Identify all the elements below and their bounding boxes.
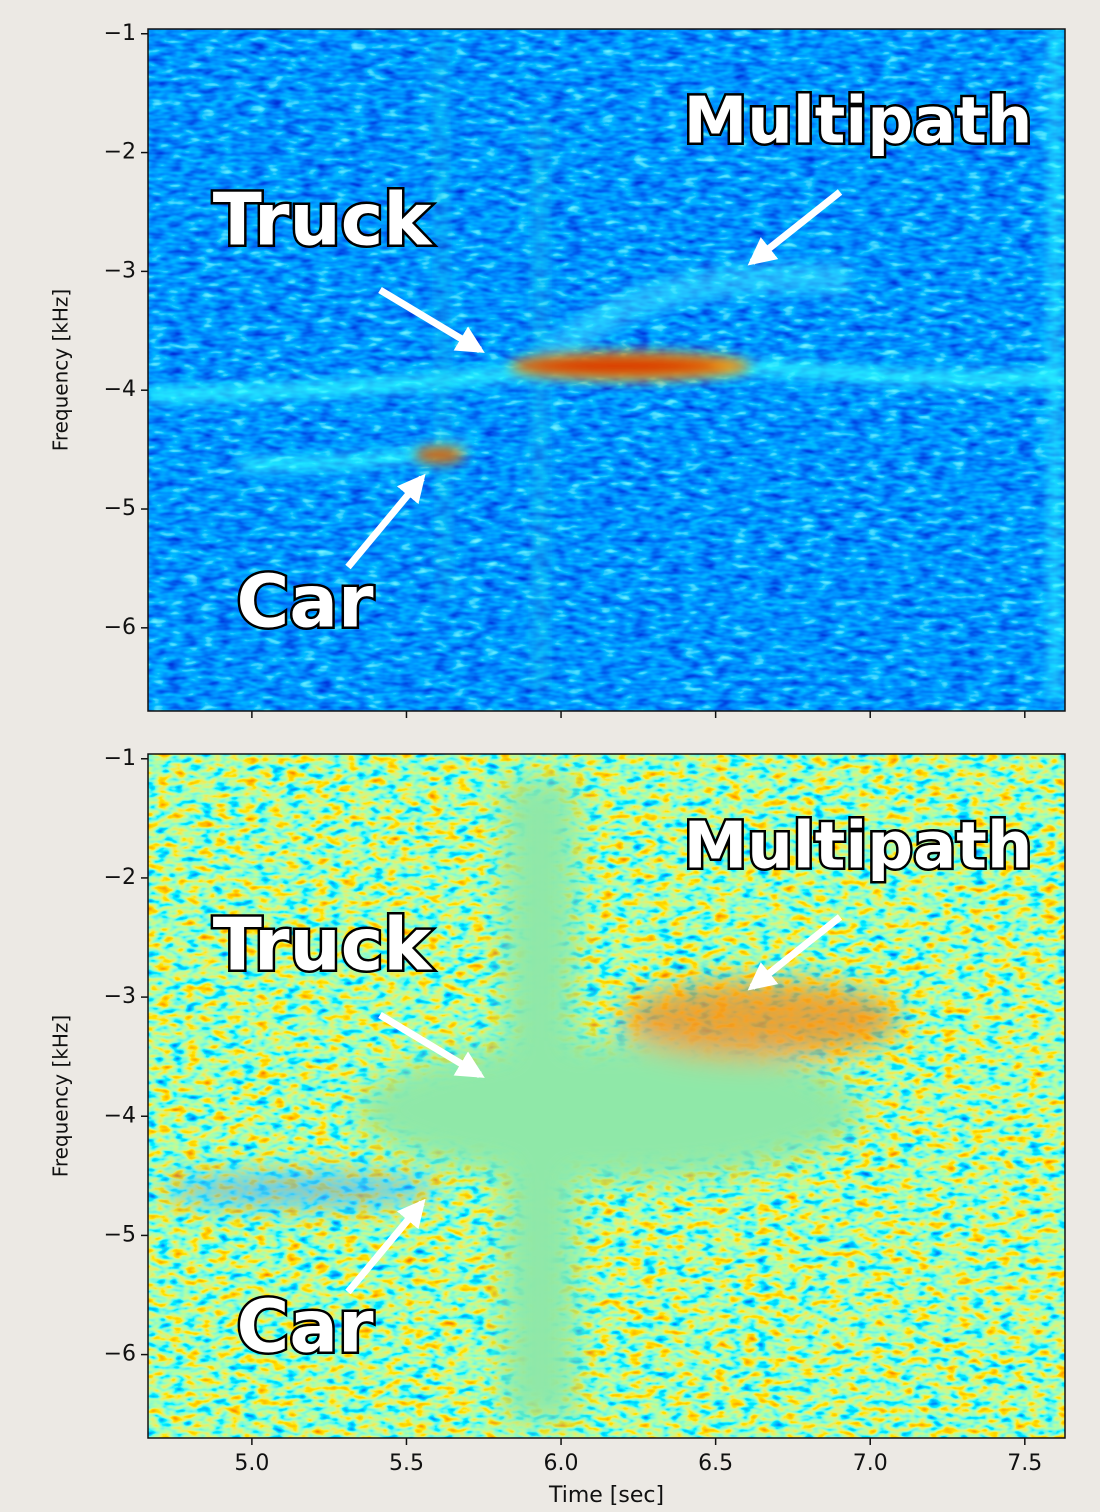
annotation: Car <box>237 1285 374 1369</box>
y-axis-label: Frequency [kHz] <box>49 289 73 451</box>
annotation: Truck <box>213 903 434 987</box>
x-tick-label: 7.5 <box>1007 1451 1042 1476</box>
y-tick-label: −2 <box>104 865 136 890</box>
y-tick-label: −6 <box>104 615 136 640</box>
annotation: Car <box>237 560 374 644</box>
x-axis-label: Time [sec] <box>548 1483 664 1508</box>
x-tick-label: 6.5 <box>698 1451 733 1476</box>
x-tick-label: 5.5 <box>389 1451 424 1476</box>
x-tick-label: 7.0 <box>853 1451 888 1476</box>
y-tick-label: −3 <box>104 984 136 1009</box>
y-axis-label: Frequency [kHz] <box>49 1015 73 1177</box>
y-tick-label: −4 <box>104 1103 136 1128</box>
y-tick-label: −6 <box>104 1342 136 1367</box>
annotation: Truck <box>213 178 434 262</box>
y-tick-label: −5 <box>104 496 136 521</box>
y-tick-label: −2 <box>104 140 136 165</box>
x-tick-label: 6.0 <box>544 1451 579 1476</box>
y-tick-label: −1 <box>104 746 136 771</box>
y-tick-label: −3 <box>104 258 136 283</box>
x-tick-label: 5.0 <box>234 1451 269 1476</box>
y-tick-label: −1 <box>104 21 136 46</box>
annotation: Multipath <box>684 810 1033 884</box>
y-tick-label: −4 <box>104 377 136 402</box>
y-tick-label: −5 <box>104 1222 136 1247</box>
annotation: Multipath <box>684 85 1033 159</box>
figure: −1 −2 −3 −4 −5 −6 Frequency [kHz] Truck Multipat… <box>0 0 1100 1512</box>
